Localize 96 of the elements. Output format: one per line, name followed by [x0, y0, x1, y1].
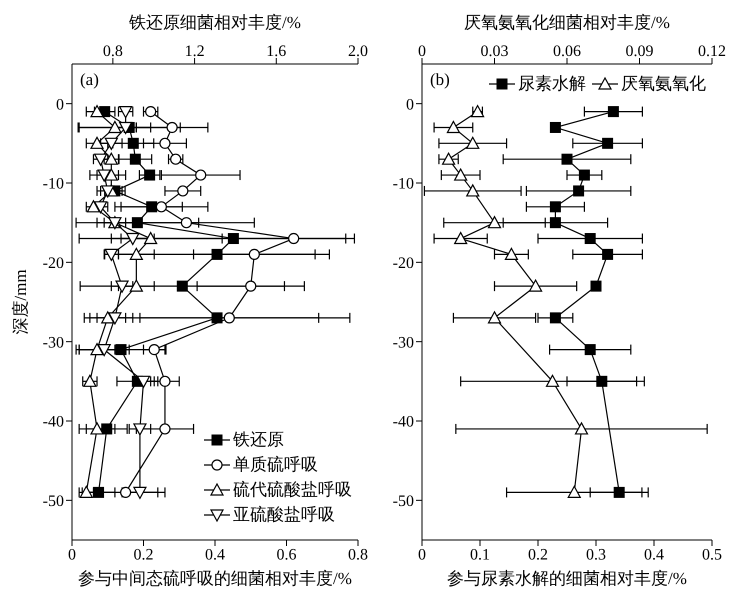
x-tick-label: 0.8 — [348, 546, 368, 564]
point — [108, 312, 122, 324]
point — [119, 122, 132, 134]
point — [120, 486, 132, 498]
y-tick-label: 0 — [56, 96, 64, 114]
point — [104, 168, 118, 181]
y-axis-title: 深度/mm — [11, 269, 30, 335]
point — [133, 486, 147, 499]
point — [578, 170, 590, 181]
point — [550, 217, 561, 228]
point — [90, 105, 104, 118]
point — [159, 376, 171, 387]
point — [602, 248, 614, 260]
point — [224, 312, 235, 324]
x2-tick-label: 1.6 — [266, 43, 286, 60]
point — [288, 232, 300, 244]
point — [144, 232, 158, 244]
point — [98, 344, 111, 356]
y-tick-label: -30 — [392, 334, 414, 352]
point — [115, 280, 129, 293]
annotation: (a) — [80, 70, 99, 90]
x2-tick-label: 2.0 — [348, 43, 368, 60]
point — [584, 344, 596, 356]
legend-label: 单质硫呼吸 — [233, 454, 318, 476]
point — [145, 106, 156, 118]
point — [166, 122, 178, 134]
x-tick-label: 0.4 — [205, 546, 225, 564]
x-tick-label: 0.1 — [470, 546, 490, 564]
y-tick-label: 0 — [406, 96, 414, 114]
point — [101, 311, 114, 324]
point — [126, 232, 140, 246]
point — [159, 423, 171, 435]
point — [98, 169, 111, 182]
annotation: (b) — [430, 70, 450, 90]
x-tick-label: 0.2 — [134, 546, 154, 564]
y-tick-label: -20 — [42, 255, 64, 272]
point — [550, 201, 561, 212]
point — [550, 122, 561, 133]
x2-tick-label: 0.03 — [480, 43, 508, 60]
point — [136, 376, 150, 388]
point — [245, 280, 256, 292]
point — [602, 138, 614, 149]
x-axis-title: 参与中间态硫呼吸的细菌相对丰度/% — [78, 569, 352, 588]
x-tick-label: 0 — [418, 546, 426, 564]
point — [180, 217, 192, 228]
x2-tick-label: 0.8 — [102, 43, 123, 60]
legend-label: 尿素水解 — [518, 73, 586, 95]
point — [130, 248, 143, 260]
point — [159, 138, 171, 149]
point — [550, 312, 561, 324]
x-tick-label: 0.4 — [644, 546, 664, 564]
y-tick-label: -50 — [392, 493, 414, 510]
point — [130, 280, 143, 292]
point — [90, 422, 104, 435]
point — [148, 344, 160, 356]
y-tick-label: -40 — [42, 414, 64, 431]
legend-label: 硫代硫酸盐呼吸 — [233, 479, 352, 501]
y-tick-label: -50 — [42, 493, 64, 510]
point — [614, 486, 625, 498]
point — [108, 120, 122, 134]
point — [584, 233, 596, 244]
x2-tick-label: 0.09 — [626, 43, 654, 60]
legend-label: 厌氧氨氧化 — [621, 73, 706, 95]
point — [90, 136, 104, 149]
point — [573, 185, 584, 196]
x-tick-label: 0.2 — [528, 546, 548, 564]
x2-tick-label: 0.12 — [698, 43, 726, 60]
point — [177, 185, 188, 197]
x2-tick-label: 0.06 — [553, 43, 581, 60]
point — [608, 106, 619, 118]
x-tick-label: 0.5 — [702, 546, 722, 564]
x-tick-label: 0.6 — [276, 546, 296, 564]
point — [133, 423, 147, 436]
y-tick-label: -10 — [42, 176, 64, 193]
y-tick-label: -10 — [392, 176, 414, 193]
x2-axis-title: 铁还原细菌相对丰度/% — [128, 13, 301, 32]
point — [195, 169, 206, 181]
point — [248, 248, 260, 260]
point — [562, 154, 572, 165]
point — [101, 185, 114, 198]
legend-label: 亚硫酸盐呼吸 — [233, 504, 335, 526]
x2-axis-title: 厌氧氨氧化细菌相对丰度/% — [464, 13, 670, 32]
y-tick-label: -20 — [392, 255, 414, 272]
y-tick-label: -40 — [392, 414, 414, 431]
point — [156, 201, 167, 212]
x-axis-title: 参与尿素水解的细菌相对丰度/% — [447, 569, 687, 588]
x2-tick-label: 0 — [418, 43, 426, 60]
x-tick-label: 0 — [68, 546, 76, 564]
x2-tick-label: 1.2 — [184, 43, 205, 60]
point — [170, 154, 182, 165]
legend-label: 铁还原 — [233, 429, 284, 451]
point — [590, 280, 602, 292]
y-tick-label: -30 — [42, 334, 64, 352]
point — [596, 376, 608, 387]
point — [104, 138, 118, 150]
x-tick-label: 0.3 — [586, 546, 606, 564]
